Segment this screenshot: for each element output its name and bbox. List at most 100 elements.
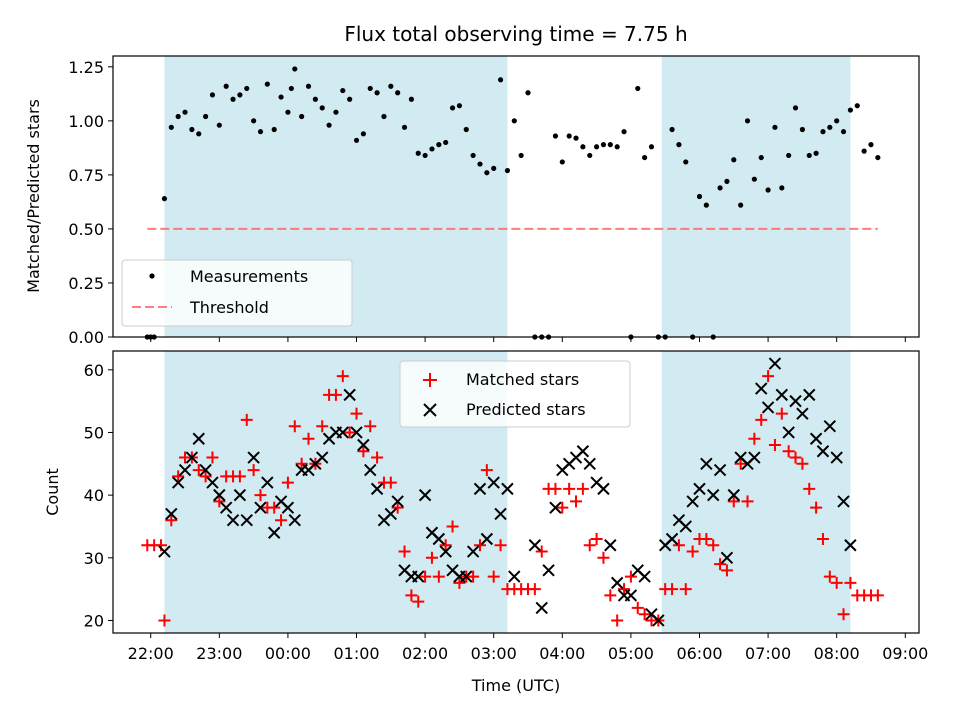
matched-star-point [268, 501, 281, 514]
measurement-point [161, 196, 168, 202]
matched-star-point [302, 432, 315, 445]
matched-star-point [618, 583, 631, 596]
legend-dot-marker [149, 273, 155, 279]
observing-window-span [661, 56, 851, 337]
x-axis-ticks: 22:00 23:00 00:00 01:00 02:00 03:00 04:00 05:00… [128, 633, 928, 663]
matched-star-point [590, 533, 603, 545]
predicted-star-point [439, 545, 452, 558]
matched-star-point [741, 495, 754, 508]
y-axis-label: Matched/Predicted stars [24, 99, 43, 293]
matched-star-point [405, 589, 418, 602]
predicted-star-point [247, 451, 260, 464]
measurement-point [717, 185, 723, 191]
measurement-point [374, 90, 380, 96]
measurement-point [463, 126, 469, 133]
predicted-star-point [700, 457, 713, 471]
matched-star-point [837, 608, 850, 621]
predicted-star-point [254, 501, 267, 514]
measurement-point [504, 167, 511, 174]
measurement-point [580, 144, 586, 150]
measurement-point [415, 150, 421, 156]
matched-star-point [336, 370, 349, 383]
matched-star-point [172, 470, 185, 483]
matched-star-point [789, 451, 802, 464]
matched-star-point [371, 451, 384, 464]
predicted-star-point [418, 488, 432, 502]
matched-star-point [206, 451, 219, 464]
measurement-point [635, 85, 641, 92]
measurement-point [353, 137, 360, 143]
predicted-star-point [576, 445, 590, 458]
measurement-point [594, 144, 600, 150]
matched-star-point [247, 464, 260, 477]
measurement-point [312, 96, 318, 102]
measurement-point [168, 124, 174, 130]
measurement-point [779, 185, 785, 191]
matched-star-point [439, 539, 452, 552]
predicted-star-point [473, 482, 487, 496]
matched-star-point [720, 564, 733, 577]
measurement-point [182, 109, 188, 115]
matched-star-point [412, 595, 425, 608]
measurement-point [799, 126, 805, 133]
matched-star-point [192, 464, 205, 477]
measurement-point [875, 154, 881, 161]
measurement-point [868, 142, 874, 148]
predicted-star-point [281, 501, 295, 514]
matched-star-point [357, 445, 370, 458]
legend: Matched stars Predicted stars [399, 360, 631, 428]
measurement-point [642, 154, 648, 161]
measurement-point [203, 113, 209, 120]
measurement-point [861, 148, 867, 154]
matched-star-point [535, 545, 548, 558]
measurement-point [189, 126, 195, 133]
predicted-star-point [535, 601, 548, 615]
matched-star-point [288, 420, 301, 433]
measurement-point [566, 133, 572, 139]
matched-star-point [432, 570, 445, 583]
measurement-point [765, 187, 771, 193]
measurement-point [340, 87, 346, 94]
predicted-star-point [391, 495, 404, 508]
predicted-star-point [432, 532, 446, 546]
matched-star-point [275, 514, 288, 527]
x-axis-ticks [150, 337, 906, 342]
measurement-point [484, 170, 490, 176]
predicted-star-point [542, 564, 555, 577]
matched-star-point [343, 426, 356, 439]
predicted-star-point [350, 426, 363, 439]
matched-star-point [583, 539, 596, 552]
measurement-point [758, 154, 764, 161]
matched-star-point [775, 407, 788, 420]
predicted-star-point [604, 539, 617, 552]
predicted-star-point [597, 482, 610, 496]
x-tick-label: 07:00 [745, 644, 791, 663]
measurement-point [827, 124, 833, 130]
predicted-star-point [171, 476, 185, 489]
y-tick-label: 1.25 [68, 58, 104, 77]
predicted-star-point [583, 457, 596, 471]
measurement-point [360, 131, 366, 137]
matched-star-point [727, 495, 740, 508]
measurement-point [299, 113, 305, 120]
predicted-star-point [652, 614, 665, 627]
measurement-point [429, 146, 435, 152]
predicted-star-point [844, 539, 857, 552]
measurement-point [319, 105, 325, 111]
measurement-point [223, 83, 229, 89]
predicted-star-point [638, 570, 651, 583]
matched-star-point [672, 539, 685, 552]
predicted-star-point [803, 388, 816, 402]
matched-star-point [604, 589, 617, 602]
matched-star-point [528, 583, 541, 596]
legend-plus-marker [423, 373, 437, 387]
y-tick-label: 0.00 [68, 328, 104, 347]
matched-star-point [823, 570, 836, 583]
matched-star-point [364, 420, 377, 433]
measurement-point [292, 66, 298, 72]
matched-star-point [631, 601, 644, 614]
predicted-star-point [240, 513, 253, 527]
predicted-star-point [679, 520, 692, 533]
matched-star-point [686, 545, 699, 558]
predicted-star-point [343, 388, 356, 402]
